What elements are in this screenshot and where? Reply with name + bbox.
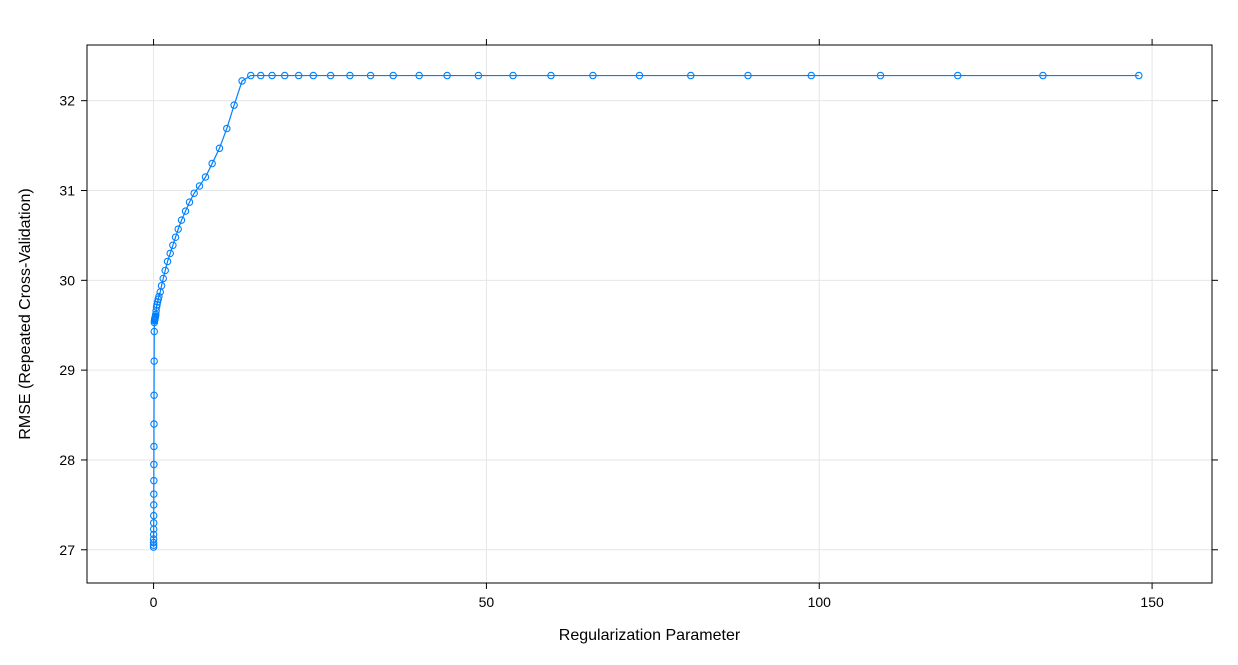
data-point bbox=[635, 71, 644, 80]
data-point bbox=[152, 303, 161, 312]
data-point bbox=[149, 538, 158, 547]
data-point bbox=[149, 535, 158, 543]
data-point bbox=[169, 241, 177, 250]
data-point bbox=[150, 460, 158, 469]
data-point bbox=[346, 71, 354, 80]
data-point bbox=[443, 71, 451, 80]
data-point bbox=[366, 71, 375, 80]
tick-labels: 0 50 100 150 27 28 29 30 31 32 bbox=[59, 93, 1164, 610]
data-point bbox=[223, 124, 231, 133]
data-point bbox=[953, 71, 962, 80]
data-point bbox=[589, 71, 597, 80]
data-point bbox=[1039, 71, 1047, 80]
data-point bbox=[1135, 71, 1143, 80]
data-point bbox=[150, 327, 159, 336]
data-point bbox=[166, 249, 174, 258]
data-point bbox=[687, 71, 695, 80]
x-tick-label: 50 bbox=[479, 594, 495, 610]
data-point bbox=[190, 189, 198, 197]
data-point bbox=[509, 71, 517, 80]
data-point bbox=[807, 71, 816, 80]
data-point bbox=[150, 357, 158, 365]
y-tick-label: 28 bbox=[59, 452, 75, 468]
y-tick-label: 29 bbox=[59, 362, 75, 378]
tick-marks bbox=[81, 39, 1218, 589]
data-point bbox=[177, 216, 186, 224]
data-point bbox=[149, 511, 158, 520]
data-point bbox=[161, 266, 169, 275]
data-point bbox=[309, 71, 318, 80]
data-point bbox=[150, 391, 158, 400]
data-point bbox=[153, 300, 161, 309]
x-tick-label: 0 bbox=[150, 594, 158, 610]
data-point bbox=[159, 274, 167, 283]
data-point bbox=[215, 144, 224, 153]
data-point bbox=[152, 310, 160, 319]
y-tick-label: 32 bbox=[59, 93, 75, 109]
data-point bbox=[268, 71, 276, 80]
data-point bbox=[157, 281, 166, 290]
data-point bbox=[230, 101, 238, 109]
data-point bbox=[150, 501, 158, 509]
data-point bbox=[150, 420, 158, 428]
data-point bbox=[294, 71, 303, 80]
data-point bbox=[326, 71, 335, 80]
y-axis-title: RMSE (Repeated Cross-Validation) bbox=[17, 188, 34, 439]
data-point bbox=[150, 442, 158, 451]
data-point bbox=[201, 173, 210, 181]
x-tick-label: 100 bbox=[808, 594, 832, 610]
data-point bbox=[150, 476, 158, 485]
series-line bbox=[152, 74, 1139, 548]
data-point bbox=[149, 519, 158, 527]
data-point bbox=[238, 77, 246, 85]
data-point bbox=[181, 207, 190, 215]
data-point bbox=[163, 257, 172, 266]
data-point bbox=[171, 233, 180, 241]
data-point bbox=[744, 71, 752, 80]
data-point bbox=[247, 71, 255, 80]
data-point bbox=[208, 159, 216, 168]
y-tick-label: 27 bbox=[59, 542, 75, 558]
grid-lines bbox=[87, 45, 1212, 583]
x-axis-title: Regularization Parameter bbox=[559, 627, 741, 644]
y-tick-label: 30 bbox=[59, 272, 75, 288]
data-point bbox=[155, 292, 163, 301]
data-point bbox=[195, 182, 204, 190]
data-point bbox=[280, 71, 289, 80]
data-point bbox=[876, 71, 885, 80]
data-point bbox=[174, 225, 182, 233]
data-point bbox=[547, 71, 555, 80]
x-tick-label: 150 bbox=[1140, 594, 1164, 610]
y-tick-label: 31 bbox=[59, 183, 75, 199]
data-point bbox=[149, 530, 158, 539]
data-point bbox=[185, 198, 194, 206]
data-point bbox=[474, 71, 483, 80]
plot-frame bbox=[86, 44, 1213, 584]
series-line-group bbox=[149, 71, 1143, 551]
data-point bbox=[415, 71, 423, 80]
data-point bbox=[150, 490, 158, 498]
data-point bbox=[389, 71, 397, 80]
data-point bbox=[256, 71, 265, 80]
